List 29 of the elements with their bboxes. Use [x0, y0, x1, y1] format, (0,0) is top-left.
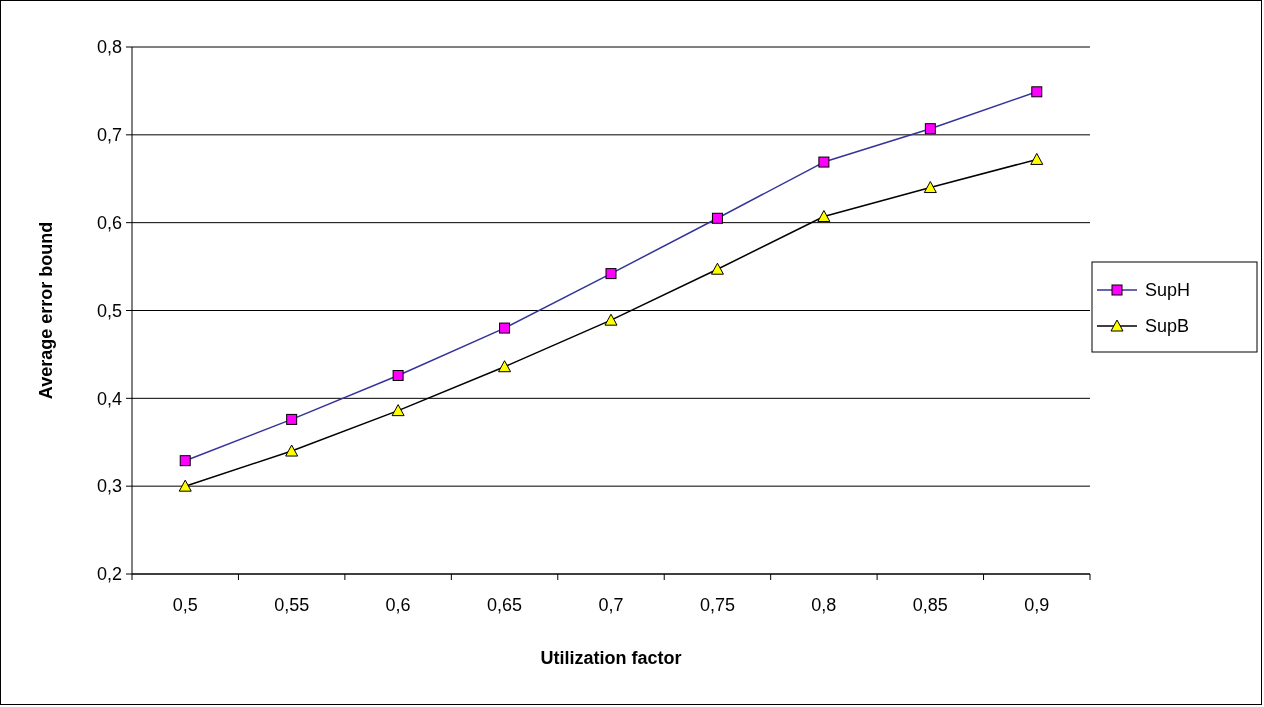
y-tick-label: 0,7: [96, 125, 122, 146]
y-tick-label: 0,3: [96, 476, 122, 497]
x-tick-label: 0,8: [811, 595, 837, 615]
point: [817, 210, 831, 223]
point: [1030, 152, 1044, 165]
point: [498, 360, 512, 373]
point: [923, 181, 937, 194]
point: [604, 313, 618, 326]
x-tick-label: 0,85: [912, 595, 948, 615]
y-tick-label: 0,2: [96, 564, 122, 585]
x-tick-label: 0,5: [172, 595, 198, 615]
x-tick-label: 0,75: [699, 595, 735, 615]
y-tick-label: 0,6: [96, 212, 122, 233]
y-tick-label: 0,5: [96, 300, 122, 321]
point: [285, 444, 299, 457]
x-tick-label: 0,7: [598, 595, 624, 615]
x-tick-label: 0,65: [487, 595, 523, 615]
legend-label: SupH: [1145, 280, 1191, 301]
point: [391, 404, 405, 417]
y-axis-title: Average error bound: [36, 221, 56, 400]
y-tick-label: 0,8: [96, 37, 122, 58]
legend-label: SupB: [1145, 316, 1190, 337]
y-tick-label: 0,4: [96, 388, 122, 409]
point: [178, 479, 192, 492]
x-tick-label: 0,6: [385, 595, 411, 615]
x-tick-label: 0,9: [1024, 595, 1050, 615]
point: [710, 262, 724, 275]
x-axis-title: Utilization factor: [540, 648, 682, 668]
x-tick-label: 0,55: [274, 595, 310, 615]
